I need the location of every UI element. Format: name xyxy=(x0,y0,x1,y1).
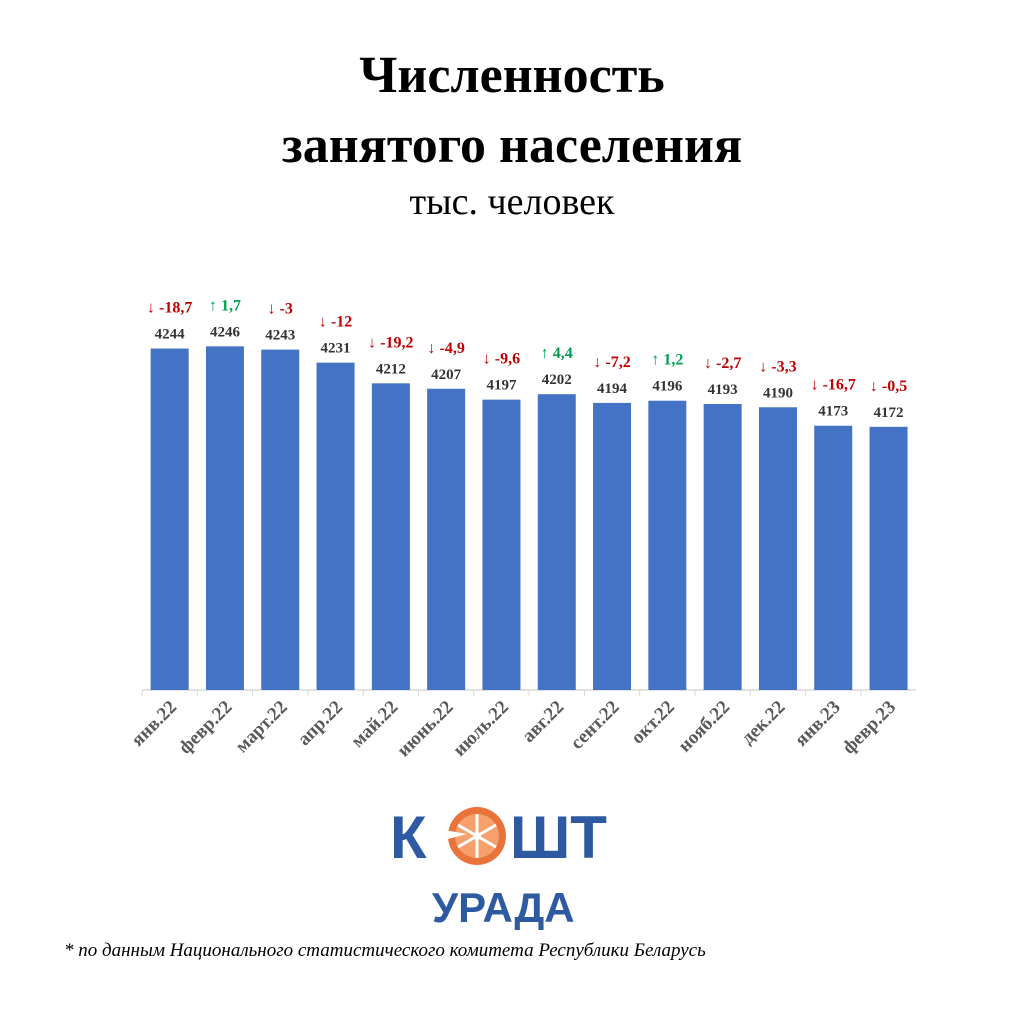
x-tick-label: дек.22 xyxy=(737,697,789,749)
change-label: ↓ -3 xyxy=(268,301,293,318)
data-label: 4244 xyxy=(155,327,186,343)
x-tick-label: окт.22 xyxy=(627,697,679,749)
chart-subtitle: тыс. человек xyxy=(409,181,615,223)
bar xyxy=(869,426,908,690)
change-label: ↓ -18,7 xyxy=(147,300,192,317)
x-tick-label: март.22 xyxy=(231,697,291,757)
x-tick-label: июнь.22 xyxy=(393,697,458,762)
change-label: ↓ -12 xyxy=(319,314,352,331)
change-label: ↓ -19,2 xyxy=(368,334,413,351)
chart-title-line-1: Численность xyxy=(359,47,665,104)
data-label: 4202 xyxy=(542,372,572,388)
logo-letter-k: К xyxy=(390,804,427,871)
bar xyxy=(427,388,466,690)
data-label: 4246 xyxy=(210,324,241,340)
bar xyxy=(150,348,189,690)
data-label: 4212 xyxy=(376,361,406,377)
change-label: ↑ 4,4 xyxy=(541,345,573,362)
data-label: 4194 xyxy=(597,381,628,397)
data-label: 4196 xyxy=(652,379,683,395)
bar-chart: 4244 ↓ -18,7 янв.22 4246 ↑ 1,7 февр.22 4243 ↓ -… xyxy=(127,297,917,762)
bar xyxy=(758,407,797,690)
source-footnote: * по данным Национального статистическог… xyxy=(64,940,706,961)
data-label: 4173 xyxy=(818,404,848,420)
bar xyxy=(814,425,853,690)
change-label: ↓ -16,7 xyxy=(811,377,856,394)
x-tick-label: май.22 xyxy=(347,697,402,752)
data-label: 4193 xyxy=(708,382,738,398)
change-label: ↓ -2,7 xyxy=(704,355,741,372)
change-label: ↓ -0,5 xyxy=(870,378,907,395)
bar xyxy=(261,349,300,690)
x-tick-label: нояб.22 xyxy=(674,697,734,757)
x-tick-label: февр.23 xyxy=(838,697,900,759)
change-label: ↓ -3,3 xyxy=(759,358,796,375)
change-label: ↓ -4,9 xyxy=(427,340,464,357)
bar xyxy=(205,346,244,690)
bar xyxy=(482,399,521,690)
change-label: ↓ -9,6 xyxy=(483,351,520,368)
x-tick-label: февр.22 xyxy=(175,697,237,759)
change-label: ↑ 1,7 xyxy=(209,297,241,314)
data-label: 4231 xyxy=(321,341,351,357)
koshtorada-logo: К ШТ УРАДА xyxy=(390,804,607,930)
x-tick-label: июль.22 xyxy=(449,697,513,761)
change-label: ↓ -7,2 xyxy=(593,354,630,371)
data-label: 4207 xyxy=(431,367,462,383)
orange-slice-icon xyxy=(444,807,506,865)
x-tick-label: янв.23 xyxy=(791,697,845,751)
x-tick-label: сент.22 xyxy=(567,697,624,754)
x-tick-label: апр.22 xyxy=(294,697,347,750)
bar xyxy=(371,383,410,690)
chart-title-line-2: занятого населения xyxy=(281,117,743,174)
logo-word-urada: УРАДА xyxy=(432,884,575,930)
bar xyxy=(703,403,742,690)
bar xyxy=(648,400,687,690)
bar xyxy=(316,362,355,690)
data-label: 4243 xyxy=(265,328,295,344)
data-label: 4197 xyxy=(486,378,517,394)
data-label: 4190 xyxy=(763,385,793,401)
x-tick-label: авг.22 xyxy=(518,697,568,747)
bar xyxy=(593,402,632,690)
change-label: ↑ 1,2 xyxy=(651,352,683,369)
data-label: 4172 xyxy=(874,405,904,421)
bar xyxy=(537,394,576,690)
x-tick-label: янв.22 xyxy=(127,697,181,751)
logo-letters-sht: ШТ xyxy=(510,804,607,871)
